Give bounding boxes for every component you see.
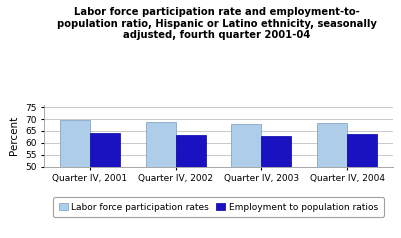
Bar xyxy=(146,122,176,238)
Y-axis label: Percent: Percent xyxy=(9,116,19,155)
Bar xyxy=(231,124,261,238)
Bar xyxy=(90,133,120,238)
Text: Labor force participation rate and employment-to-
population ratio, Hispanic or : Labor force participation rate and emplo… xyxy=(57,7,377,40)
Bar xyxy=(261,136,292,238)
Legend: Labor force participation rates, Employment to population ratios: Labor force participation rates, Employm… xyxy=(53,197,384,217)
Bar xyxy=(176,135,206,238)
Bar xyxy=(347,134,377,238)
Bar xyxy=(317,123,347,238)
Bar xyxy=(60,120,90,238)
